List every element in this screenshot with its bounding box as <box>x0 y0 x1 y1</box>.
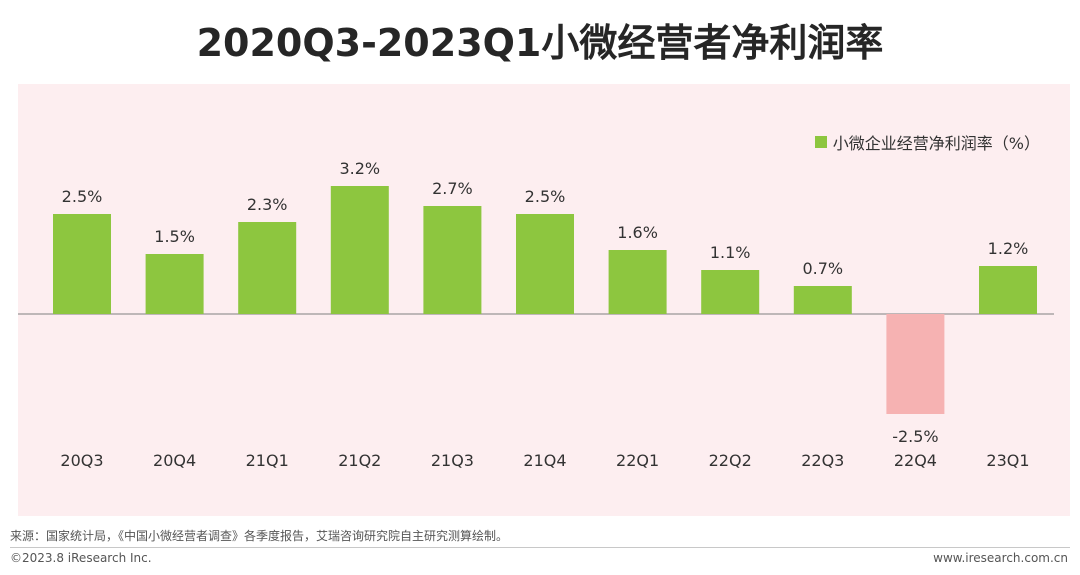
legend-label: 小微企业经营净利润率（%） <box>832 134 1040 153</box>
bar-20Q4 <box>145 254 204 314</box>
bar-23Q1 <box>979 266 1037 314</box>
x-tick-21Q4: 21Q4 <box>523 451 566 470</box>
x-tick-21Q1: 21Q1 <box>246 451 289 470</box>
bar-21Q2 <box>330 186 389 314</box>
data-label-22Q4: -2.5% <box>892 427 938 446</box>
bar-chart: 2.5% 20Q3 1.5% 20Q4 2.3% 21Q1 3.2% 21Q2 2.7% 21Q3… <box>18 159 1054 470</box>
x-tick-21Q3: 21Q3 <box>431 451 474 470</box>
website-text: www.iresearch.com.cn <box>933 551 1068 565</box>
x-tick-22Q4: 22Q4 <box>894 451 937 470</box>
x-tick-20Q4: 20Q4 <box>153 451 196 470</box>
bar-20Q3 <box>53 214 111 314</box>
bar-22Q3 <box>793 286 852 314</box>
copyright-text: ©2023.8 iResearch Inc. <box>10 551 152 565</box>
bar-22Q2 <box>701 270 760 314</box>
x-tick-20Q3: 20Q3 <box>60 451 103 470</box>
data-label-20Q3: 2.5% <box>62 187 103 206</box>
data-label-22Q2: 1.1% <box>710 243 751 262</box>
footer-divider <box>10 547 1070 548</box>
x-tick-23Q1: 23Q1 <box>986 451 1029 470</box>
bar-21Q1 <box>238 222 297 314</box>
bar-22Q4 <box>886 314 945 414</box>
x-tick-22Q1: 22Q1 <box>616 451 659 470</box>
chart-panel: 2.5% 20Q3 1.5% 20Q4 2.3% 21Q1 3.2% 21Q2 2.7% 21Q3… <box>18 84 1070 516</box>
bar-21Q3 <box>423 206 482 314</box>
data-label-22Q3: 0.7% <box>802 259 843 278</box>
bar-22Q1 <box>608 250 667 314</box>
bar-21Q4 <box>516 214 574 314</box>
data-label-21Q4: 2.5% <box>525 187 566 206</box>
data-label-20Q4: 1.5% <box>154 227 195 246</box>
x-tick-22Q3: 22Q3 <box>801 451 844 470</box>
chart-title: 2020Q3-2023Q1小微经营者净利润率 <box>196 21 884 65</box>
data-label-22Q1: 1.6% <box>617 223 658 242</box>
source-note: 来源：国家统计局，《中国小微经营者调查》各季度报告，艾瑞咨询研究院自主研究测算绘… <box>10 529 509 543</box>
x-tick-22Q2: 22Q2 <box>709 451 752 470</box>
data-label-23Q1: 1.2% <box>988 239 1029 258</box>
chart-legend: 小微企业经营净利润率（%） <box>814 130 1040 154</box>
x-tick-21Q2: 21Q2 <box>338 451 381 470</box>
data-label-21Q2: 3.2% <box>339 159 380 178</box>
data-label-21Q1: 2.3% <box>247 195 288 214</box>
legend-swatch <box>814 136 827 148</box>
data-label-21Q3: 2.7% <box>432 179 473 198</box>
